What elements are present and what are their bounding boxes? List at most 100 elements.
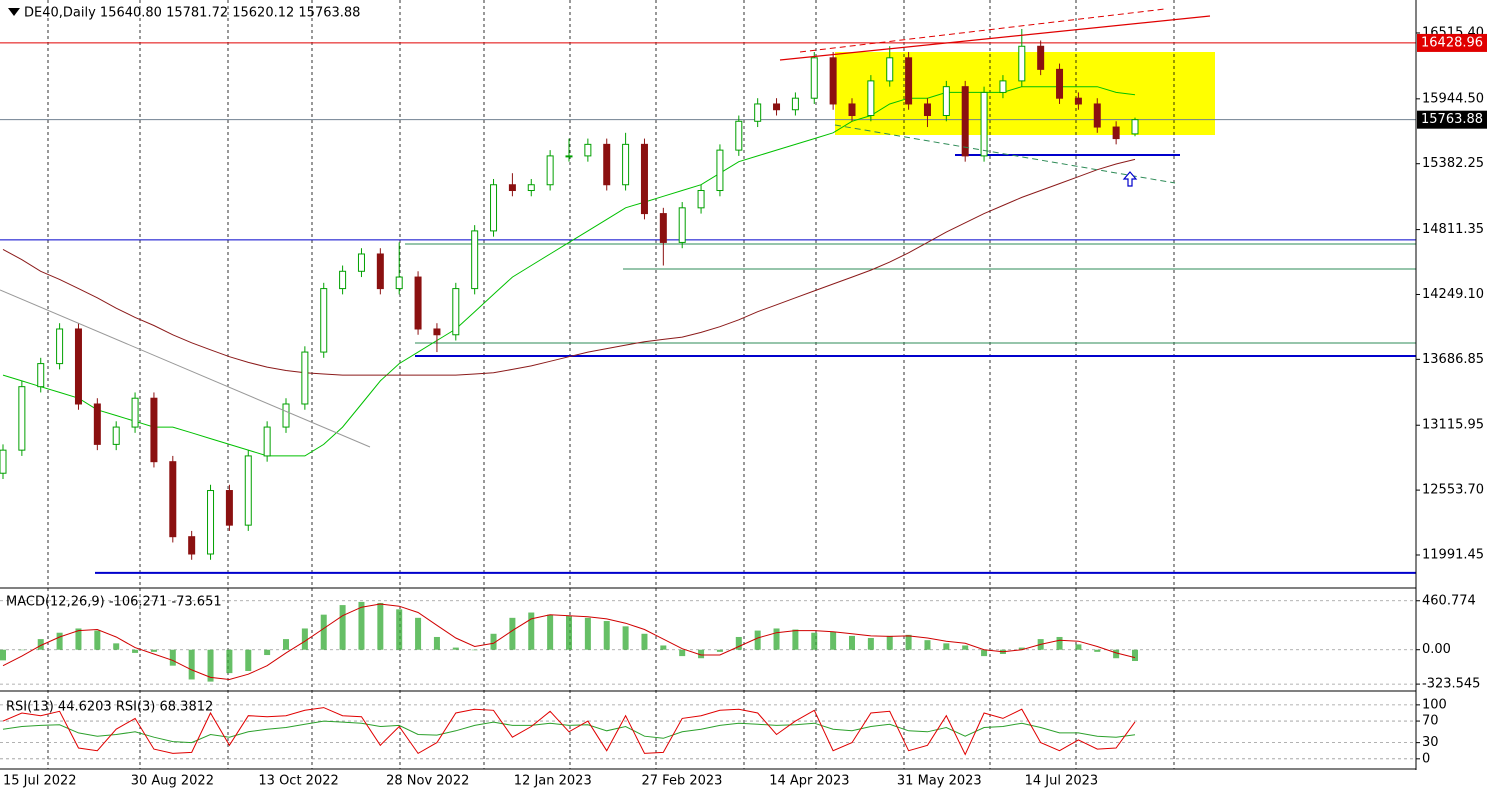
plot-layer xyxy=(0,0,1416,769)
macd-bar xyxy=(0,649,6,661)
candle-body xyxy=(301,351,309,405)
macd-bar xyxy=(773,628,780,650)
candle-body xyxy=(169,461,177,538)
x-tick-label: 14 Jul 2023 xyxy=(1025,774,1099,789)
macd-bar xyxy=(150,649,157,652)
macd-bar xyxy=(264,649,271,656)
candle-body xyxy=(1037,45,1045,70)
candle-body xyxy=(490,184,498,232)
price-tag: 16428.96 xyxy=(1421,35,1483,50)
candle-body xyxy=(923,103,931,117)
macd-bar xyxy=(660,645,667,650)
macd-bar xyxy=(528,612,535,650)
candle-body xyxy=(716,149,724,192)
candle-body xyxy=(697,190,705,209)
macd-bar xyxy=(811,632,818,650)
candle-body xyxy=(112,426,120,445)
candle-body xyxy=(754,103,762,122)
macd-bar xyxy=(698,649,705,659)
candle-body xyxy=(225,490,233,526)
macd-bar xyxy=(94,630,101,650)
rsi-line xyxy=(2,707,1136,756)
arrow-marker xyxy=(1122,171,1138,187)
rsi-title: RSI(13) 44.6203 RSI(3) 68.3812 xyxy=(6,700,213,715)
macd-bar xyxy=(886,635,893,650)
candle-body xyxy=(848,103,856,117)
macd-bar xyxy=(132,649,139,653)
candle-body xyxy=(414,276,422,330)
candle-body xyxy=(263,426,271,457)
candle-body xyxy=(18,386,26,451)
macd-bar xyxy=(641,633,648,650)
macd-bar xyxy=(905,634,912,650)
candle-body xyxy=(357,253,365,272)
candle-body xyxy=(791,97,799,111)
macd-bar xyxy=(1094,649,1101,652)
macd-bar xyxy=(396,609,403,650)
trend-line xyxy=(834,124,1176,184)
macd-bar xyxy=(716,649,723,652)
candle-body xyxy=(659,213,667,243)
candle-body xyxy=(131,397,139,428)
menu-arrow xyxy=(8,8,20,16)
macd-bar xyxy=(754,630,761,650)
macd-bar xyxy=(943,643,950,650)
x-tick-label: 28 Nov 2022 xyxy=(386,774,469,789)
candle-body xyxy=(810,57,818,99)
macd-bar xyxy=(547,614,554,650)
macd-bar xyxy=(603,621,610,650)
candle-body xyxy=(565,155,573,158)
macd-bar xyxy=(584,617,591,650)
x-tick-label: 14 Apr 2023 xyxy=(769,774,849,789)
candle-body xyxy=(188,536,196,555)
trend-line xyxy=(779,15,1211,61)
candle-body xyxy=(339,270,347,290)
macd-bar xyxy=(849,635,855,650)
x-tick-label: 13 Oct 2022 xyxy=(258,774,338,789)
y-tick-label: 15944.50 xyxy=(1422,91,1484,106)
candle-body xyxy=(735,120,743,151)
macd-bar xyxy=(283,639,289,650)
chart-title: DE40,Daily 15640.80 15781.72 15620.12 15… xyxy=(24,6,360,21)
y-tick-label: 12553.70 xyxy=(1422,483,1484,498)
macd-bar xyxy=(56,632,63,650)
candle-body xyxy=(905,57,913,105)
moving-average xyxy=(2,158,1136,376)
x-tick-label: 31 May 2023 xyxy=(897,774,982,789)
y-tick-label: 70 xyxy=(1422,714,1439,729)
candle-body xyxy=(244,455,252,526)
candle-body xyxy=(433,328,441,336)
trend-line xyxy=(0,289,371,448)
macd-title: MACD(12,26,9) -106.271 -73.651 xyxy=(6,595,222,610)
candle-body xyxy=(1131,119,1139,135)
macd-bar xyxy=(830,631,837,650)
y-tick-label: 100 xyxy=(1422,697,1447,712)
candle-body xyxy=(452,288,460,336)
macd-bar xyxy=(867,638,874,650)
macd-bar xyxy=(37,639,44,650)
x-tick-label: 27 Feb 2023 xyxy=(642,774,723,789)
candle-body xyxy=(999,80,1007,93)
candle-body xyxy=(980,91,988,157)
macd-bar xyxy=(471,649,478,651)
candle-body xyxy=(829,57,837,105)
macd-bar xyxy=(377,602,384,650)
macd-bar xyxy=(75,628,82,650)
candle-body xyxy=(376,253,384,290)
macd-bar xyxy=(792,629,799,650)
candle-body xyxy=(1074,97,1082,105)
macd-bar xyxy=(981,649,988,657)
y-tick-label: 0.00 xyxy=(1422,642,1451,657)
macd-bar xyxy=(735,636,742,650)
candle-body xyxy=(640,143,648,215)
candle-body xyxy=(867,80,875,117)
candle-body xyxy=(1112,126,1120,140)
candle-body xyxy=(37,363,45,388)
x-tick-label: 30 Aug 2022 xyxy=(131,774,214,789)
macd-bar xyxy=(1132,649,1138,662)
trend-line xyxy=(799,8,1166,53)
candle-body xyxy=(1018,45,1026,82)
candle-body xyxy=(150,397,158,463)
macd-bar xyxy=(169,649,176,666)
